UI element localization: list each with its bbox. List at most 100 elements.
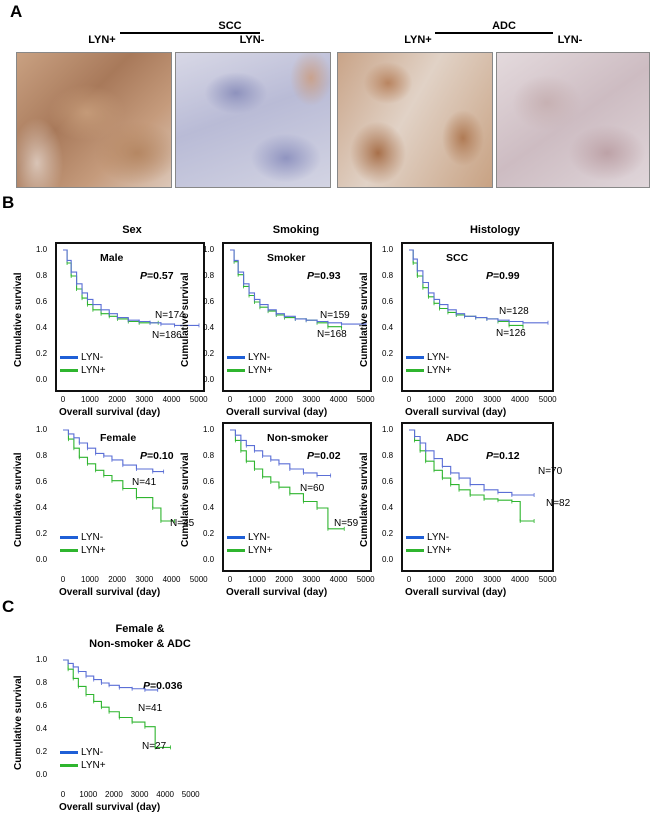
x-tick-label: 0 [227, 575, 233, 584]
y-tick-label: 0.0 [382, 375, 394, 384]
y-axis-label: Cumulative survival [180, 272, 191, 367]
y-axis-label: Cumulative survival [359, 272, 370, 367]
y-tick-label: 0.8 [382, 271, 394, 280]
legend-text: LYN+ [81, 760, 106, 771]
y-tick-label: 1.0 [382, 245, 394, 254]
n-label-lyn-pos: N=27 [142, 741, 167, 752]
y-tick-label: 0.4 [36, 503, 48, 512]
y-tick-label: 0.2 [36, 349, 48, 358]
panel-c-title-line2: Non-smoker & ADC [89, 638, 191, 650]
y-tick-label: 1.0 [36, 245, 48, 254]
n-label-lyn-pos: N=186 [152, 330, 182, 341]
n-label-lyn-neg: N=70 [538, 466, 563, 477]
y-tick-label: 0.0 [382, 555, 394, 564]
km-curves [230, 429, 345, 531]
y-tick-label: 0.8 [382, 451, 394, 460]
y-tick-label: 0.6 [382, 477, 394, 486]
y-tick-label: 0.6 [382, 297, 394, 306]
column-title-smoking: Smoking [272, 224, 320, 236]
legend-text: LYN- [81, 352, 104, 363]
x-tick-label: 5000 [356, 395, 375, 404]
x-tick-label: 4000 [162, 395, 181, 404]
y-axis-label: Cumulative survival [13, 272, 24, 367]
y-tick-label: 0.2 [203, 529, 215, 538]
legend-lyn-pos: LYN+ [406, 365, 452, 376]
x-tick-label: 5000 [189, 395, 208, 404]
n-label-lyn-pos: N=168 [317, 329, 347, 340]
km-curve-lyn-neg [230, 249, 366, 325]
x-tick-label: 4000 [329, 395, 348, 404]
x-tick-label: 3000 [483, 575, 501, 584]
x-tick-label: 0 [60, 575, 66, 584]
p-value-text: =0.57 [147, 270, 174, 282]
x-axis-label: Overall survival (day) [226, 407, 328, 418]
x-tick-label: 2000 [455, 395, 474, 404]
x-tick-label: 3000 [130, 790, 149, 799]
y-tick-label: 0.4 [382, 323, 394, 332]
x-tick-label: 2000 [105, 790, 123, 799]
legend-lyn-pos: LYN+ [60, 760, 106, 771]
legend-lyn-neg: LYN- [60, 352, 103, 363]
p-symbol: P [140, 270, 148, 282]
y-tick-label: 0.2 [382, 529, 394, 538]
legend-swatch [60, 356, 78, 359]
x-tick-label: 1000 [248, 575, 266, 584]
p-value: P=0.02 [307, 450, 341, 462]
y-tick-label: 1.0 [203, 245, 215, 254]
p-value-text: =0.10 [147, 450, 174, 462]
legend-swatch [60, 764, 78, 767]
x-tick-label: 0 [227, 395, 233, 404]
y-tick-label: 0.0 [36, 555, 48, 564]
panel-c-title-line1: Female & [115, 623, 165, 635]
y-tick-label: 0.0 [203, 555, 215, 564]
label-scc-lyn-pos: LYN+ [88, 34, 116, 46]
micro-adc-lyn-neg [496, 52, 650, 188]
chart-title: Non-smoker [267, 432, 329, 444]
chart-title: Male [100, 252, 124, 264]
legend-text: LYN- [81, 532, 104, 543]
x-tick-label: 2000 [108, 575, 126, 584]
chart-title: SCC [446, 252, 469, 264]
legend-text: LYN- [427, 352, 450, 363]
x-tick-label: 5000 [538, 395, 557, 404]
km-curve-lyn-neg [63, 249, 199, 326]
legend-swatch [406, 369, 424, 372]
n-label-lyn-neg: N=41 [138, 703, 163, 714]
p-value: P=0.57 [140, 270, 174, 282]
y-tick-label: 0.8 [36, 271, 48, 280]
legend-lyn-neg: LYN- [227, 532, 270, 543]
legend-text: LYN- [81, 747, 104, 758]
legend-lyn-pos: LYN+ [227, 365, 273, 376]
n-label-lyn-pos: N=126 [496, 328, 526, 339]
p-value: P=0.99 [486, 270, 520, 282]
x-tick-label: 1000 [79, 790, 98, 799]
x-tick-label: 2000 [455, 575, 474, 584]
km-curves [63, 249, 200, 328]
y-tick-label: 0.8 [203, 451, 215, 460]
x-axis-label: Overall survival (day) [59, 802, 161, 813]
y-tick-label: 1.0 [382, 425, 394, 434]
legend-swatch [406, 536, 424, 539]
x-tick-label: 1000 [248, 395, 266, 404]
km-curves [63, 659, 171, 750]
p-value: P=0.036 [143, 680, 182, 692]
p-value-text: =0.99 [493, 270, 520, 282]
km-curves [230, 249, 367, 330]
x-tick-label: 0 [60, 790, 66, 799]
chart-title: Female [100, 432, 137, 444]
panel-letter-b: B [2, 193, 15, 212]
x-tick-label: 3000 [135, 575, 154, 584]
x-tick-label: 1000 [81, 395, 99, 404]
chart-frame [55, 242, 205, 392]
x-tick-label: 1000 [427, 395, 446, 404]
km-curve-lyn-pos [409, 429, 535, 522]
y-tick-label: 0.6 [36, 477, 48, 486]
x-tick-label: 5000 [181, 790, 200, 799]
y-tick-label: 1.0 [203, 425, 215, 434]
legend-lyn-pos: LYN+ [406, 545, 452, 556]
legend-text: LYN+ [248, 365, 273, 376]
x-tick-label: 0 [406, 575, 412, 584]
column-title-sex: Sex [122, 224, 142, 236]
legend-swatch [60, 369, 78, 372]
micro-scc-lyn-pos [16, 52, 172, 188]
